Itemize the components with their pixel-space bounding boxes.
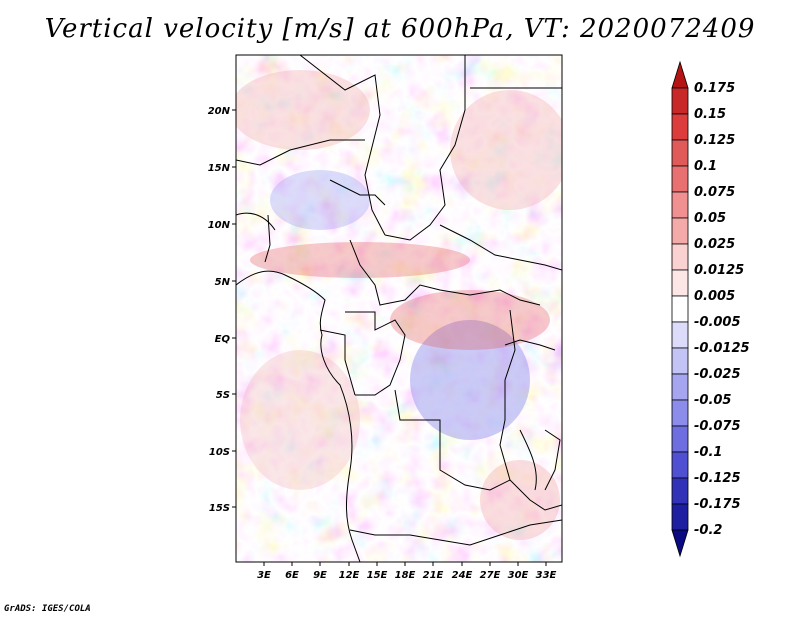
colorbar-tick-label: 0.0125	[694, 263, 744, 278]
lon-label: 15E	[367, 570, 388, 581]
plot-title: Vertical velocity [m/s] at 600hPa, VT: 2…	[44, 14, 756, 44]
lon-label: 9E	[313, 570, 327, 581]
lon-label: 33E	[536, 570, 557, 581]
colorbar-swatch	[671, 503, 689, 531]
lon-label: 27E	[480, 570, 501, 581]
colorbar-tick-label: 0.025	[694, 237, 735, 252]
vertical-velocity-field	[236, 55, 562, 562]
lon-label: 6E	[285, 570, 299, 581]
longitude-labels: 3E 6E 9E 12E 15E 18E 21E 24E 27E 30E 33E	[257, 570, 556, 581]
lon-label: 3E	[257, 570, 271, 581]
colorbar-swatch	[671, 139, 689, 167]
colorbar-tick-label: -0.175	[694, 497, 741, 512]
colorbar-swatch	[671, 529, 689, 558]
colorbar-tick-label: -0.1	[694, 445, 722, 460]
colorbar-tick-label: 0.005	[694, 289, 735, 304]
lon-label: 12E	[339, 570, 360, 581]
country-borders	[236, 55, 562, 562]
colorbar-swatch	[671, 347, 689, 375]
grads-credit: GrADS: IGES/COLA	[4, 604, 91, 614]
colorbar-tick-label: 0.075	[694, 185, 735, 200]
lon-label: 24E	[452, 570, 473, 581]
lat-label: 15N	[208, 163, 231, 174]
colorbar-swatch	[671, 295, 689, 323]
colorbar-swatch	[671, 243, 689, 271]
colorbar-labels: 0.175 0.15 0.125 0.1 0.075 0.05 0.025 0.0125 0.0…	[694, 81, 750, 538]
colorbar-swatch	[671, 451, 689, 479]
colorbar-swatch	[671, 399, 689, 427]
colorbar-tick-label: 0.1	[694, 159, 717, 174]
lat-label: 10S	[209, 447, 230, 458]
colorbar-tick-label: -0.075	[694, 419, 741, 434]
colorbar-swatch	[671, 373, 689, 401]
longitude-ticks	[263, 562, 547, 566]
colorbar-swatch	[671, 477, 689, 505]
colorbar	[671, 60, 689, 558]
colorbar-tick-label: -0.125	[694, 471, 741, 486]
lon-label: 30E	[508, 570, 529, 581]
colorbar-swatch	[671, 269, 689, 297]
lat-label: 5S	[216, 390, 230, 401]
colorbar-tick-label: 0.05	[694, 211, 726, 226]
colorbar-tick-label: -0.025	[694, 367, 741, 382]
latitude-ticks	[232, 109, 236, 508]
colorbar-swatch	[671, 60, 689, 89]
lat-label: 10N	[208, 220, 231, 231]
lat-label: 5N	[215, 277, 231, 288]
colorbar-tick-label: -0.05	[694, 393, 731, 408]
colorbar-swatch	[671, 321, 689, 349]
map-frame	[235, 54, 563, 563]
latitude-labels: 20N 15N 10N 5N EQ 5S 10S 15S	[208, 106, 231, 514]
colorbar-swatch	[671, 87, 689, 115]
lat-label: 20N	[208, 106, 231, 117]
lat-label: 15S	[209, 503, 230, 514]
colorbar-swatch	[671, 217, 689, 245]
lat-label: EQ	[215, 334, 231, 345]
colorbar-tick-label: 0.15	[694, 107, 726, 122]
lon-label: 18E	[395, 570, 416, 581]
colorbar-swatch	[671, 113, 689, 141]
colorbar-tick-label: 0.175	[694, 81, 735, 96]
colorbar-tick-label: 0.125	[694, 133, 735, 148]
colorbar-tick-label: -0.005	[694, 315, 741, 330]
lon-label: 21E	[423, 570, 444, 581]
colorbar-swatch	[671, 165, 689, 193]
colorbar-swatch	[671, 425, 689, 453]
colorbar-swatch	[671, 191, 689, 219]
colorbar-tick-label: -0.2	[694, 523, 722, 538]
colorbar-tick-label: -0.0125	[694, 341, 750, 356]
